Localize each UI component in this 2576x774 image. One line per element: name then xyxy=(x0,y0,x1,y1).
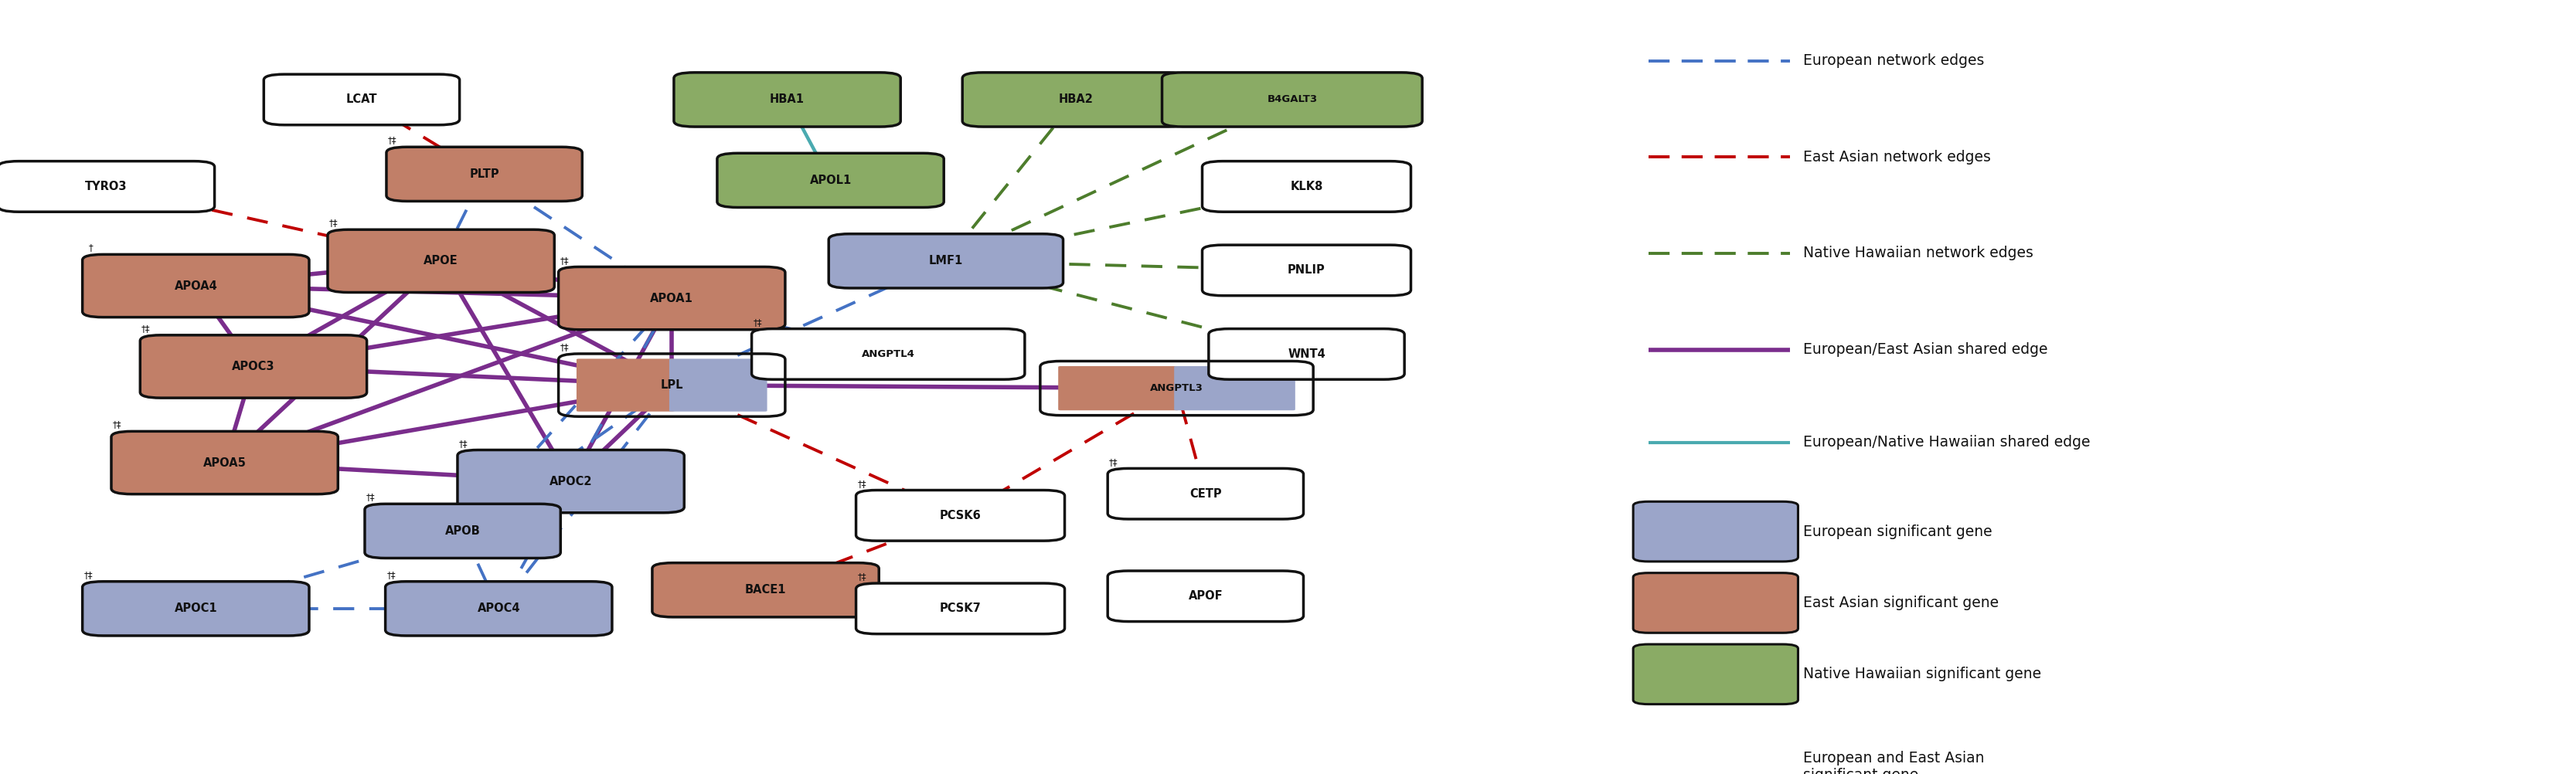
FancyBboxPatch shape xyxy=(829,234,1064,288)
FancyBboxPatch shape xyxy=(386,581,613,635)
FancyBboxPatch shape xyxy=(263,74,459,125)
Text: PNLIP: PNLIP xyxy=(1288,265,1327,276)
Text: †‡: †‡ xyxy=(366,492,376,502)
Text: APOA1: APOA1 xyxy=(649,293,693,304)
Text: Native Hawaiian significant gene: Native Hawaiian significant gene xyxy=(1803,667,2040,682)
FancyBboxPatch shape xyxy=(0,161,214,212)
Text: †‡: †‡ xyxy=(85,570,93,580)
Text: †‡: †‡ xyxy=(142,324,149,334)
FancyBboxPatch shape xyxy=(366,504,562,558)
FancyBboxPatch shape xyxy=(1203,161,1412,212)
Text: APOE: APOE xyxy=(425,255,459,267)
Text: APOC2: APOC2 xyxy=(549,475,592,487)
FancyBboxPatch shape xyxy=(716,153,943,207)
Text: APOB: APOB xyxy=(446,526,479,537)
FancyBboxPatch shape xyxy=(1643,740,1721,774)
FancyBboxPatch shape xyxy=(670,358,768,412)
Text: APOL1: APOL1 xyxy=(809,174,853,186)
FancyBboxPatch shape xyxy=(855,584,1064,634)
Text: †‡: †‡ xyxy=(389,135,397,146)
Text: WNT4: WNT4 xyxy=(1288,348,1327,360)
Text: APOC3: APOC3 xyxy=(232,361,276,372)
FancyBboxPatch shape xyxy=(111,431,337,494)
Text: PCSK7: PCSK7 xyxy=(940,603,981,615)
FancyBboxPatch shape xyxy=(327,230,554,293)
Text: †‡: †‡ xyxy=(858,478,866,488)
FancyBboxPatch shape xyxy=(855,490,1064,541)
FancyBboxPatch shape xyxy=(1108,468,1303,519)
FancyBboxPatch shape xyxy=(1208,329,1404,379)
Text: PLTP: PLTP xyxy=(469,168,500,180)
Text: Native Hawaiian network edges: Native Hawaiian network edges xyxy=(1803,246,2032,261)
FancyBboxPatch shape xyxy=(1633,502,1798,561)
Text: BACE1: BACE1 xyxy=(744,584,786,596)
Text: East Asian network edges: East Asian network edges xyxy=(1803,149,1991,164)
FancyBboxPatch shape xyxy=(963,73,1190,127)
FancyBboxPatch shape xyxy=(82,255,309,317)
Text: LCAT: LCAT xyxy=(345,94,376,105)
FancyBboxPatch shape xyxy=(1710,740,1788,774)
Text: APOC4: APOC4 xyxy=(477,603,520,615)
FancyBboxPatch shape xyxy=(139,335,366,398)
Text: European and East Asian
significant gene: European and East Asian significant gene xyxy=(1803,751,1984,774)
Text: European/East Asian shared edge: European/East Asian shared edge xyxy=(1803,342,2048,357)
Text: †‡: †‡ xyxy=(386,570,397,580)
FancyBboxPatch shape xyxy=(559,267,786,330)
Text: APOA5: APOA5 xyxy=(204,457,247,468)
FancyBboxPatch shape xyxy=(1059,366,1180,410)
FancyBboxPatch shape xyxy=(1633,644,1798,704)
Text: †‡: †‡ xyxy=(559,255,569,265)
Text: East Asian significant gene: East Asian significant gene xyxy=(1803,595,1999,610)
FancyBboxPatch shape xyxy=(1633,573,1798,633)
Text: KLK8: KLK8 xyxy=(1291,180,1324,192)
Text: B4GALT3: B4GALT3 xyxy=(1267,94,1316,104)
FancyBboxPatch shape xyxy=(1108,571,1303,622)
Text: APOA4: APOA4 xyxy=(175,280,216,292)
Text: European/Native Hawaiian shared edge: European/Native Hawaiian shared edge xyxy=(1803,435,2089,450)
Text: CETP: CETP xyxy=(1190,488,1221,499)
Text: †‡: †‡ xyxy=(1110,457,1118,467)
Text: HBA1: HBA1 xyxy=(770,94,804,105)
Text: †‡: †‡ xyxy=(559,342,569,352)
Text: European significant gene: European significant gene xyxy=(1803,524,1991,539)
FancyBboxPatch shape xyxy=(675,73,902,127)
Text: ANGPTL3: ANGPTL3 xyxy=(1149,383,1203,393)
Text: ANGPTL4: ANGPTL4 xyxy=(860,349,914,359)
Text: †‡: †‡ xyxy=(858,572,866,582)
Text: †: † xyxy=(88,243,93,253)
Text: †‡: †‡ xyxy=(330,218,337,228)
FancyBboxPatch shape xyxy=(386,147,582,201)
Text: APOC1: APOC1 xyxy=(175,603,216,615)
FancyBboxPatch shape xyxy=(82,581,309,635)
Text: †‡: †‡ xyxy=(113,420,121,430)
FancyBboxPatch shape xyxy=(652,563,878,617)
Text: European network edges: European network edges xyxy=(1803,53,1984,68)
Text: LMF1: LMF1 xyxy=(930,255,963,267)
Text: †‡: †‡ xyxy=(459,439,469,448)
FancyBboxPatch shape xyxy=(1175,366,1296,410)
Text: LPL: LPL xyxy=(659,379,683,391)
Text: APOF: APOF xyxy=(1188,591,1224,602)
FancyBboxPatch shape xyxy=(1162,73,1422,127)
Text: HBA2: HBA2 xyxy=(1059,94,1092,105)
FancyBboxPatch shape xyxy=(1203,245,1412,296)
Text: †‡: †‡ xyxy=(752,317,762,327)
FancyBboxPatch shape xyxy=(459,450,685,512)
FancyBboxPatch shape xyxy=(752,329,1025,379)
Text: PCSK6: PCSK6 xyxy=(940,510,981,521)
FancyBboxPatch shape xyxy=(577,358,675,412)
Text: TYRO3: TYRO3 xyxy=(85,180,126,192)
